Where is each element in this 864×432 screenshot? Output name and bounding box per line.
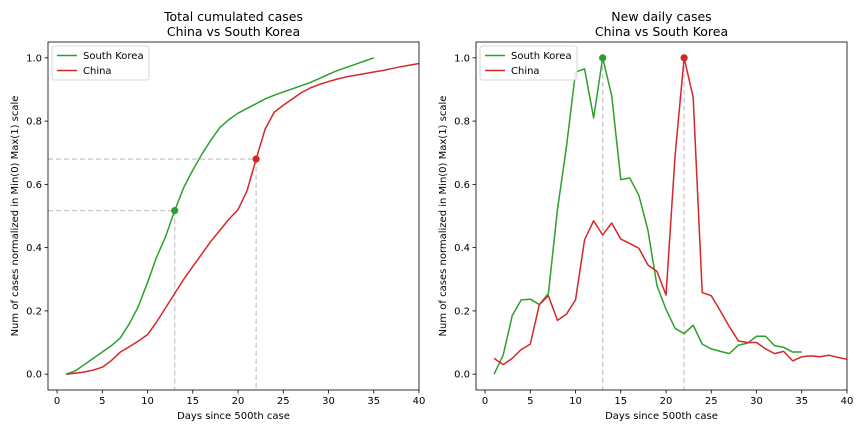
- legend-label: China: [511, 66, 540, 77]
- x-axis-label: Days since 500th case: [177, 411, 290, 422]
- chart-subtitle: China vs South Korea: [167, 24, 300, 39]
- y-axis-label: Num of cases normalized in Min(0) Max(1)…: [10, 96, 21, 337]
- x-axis-label: Days since 500th case: [605, 411, 718, 422]
- y-axis-label: Num of cases normalized in Min(0) Max(1)…: [438, 96, 449, 337]
- y-tick-label: 0.6: [454, 180, 470, 191]
- y-tick-label: 1.0: [26, 53, 42, 64]
- legend-label: South Korea: [511, 51, 572, 62]
- chart-subtitle: China vs South Korea: [595, 24, 728, 39]
- series-line-china: [66, 62, 420, 375]
- x-tick-label: 10: [569, 396, 582, 407]
- legend-label: South Korea: [83, 51, 144, 62]
- legend: South Korea China: [51, 45, 150, 81]
- x-tick-label: 0: [482, 396, 488, 407]
- chart-title: New daily cases: [611, 9, 711, 24]
- x-tick-label: 0: [54, 396, 60, 407]
- legend-label: China: [83, 66, 112, 77]
- legend-box: [479, 45, 578, 81]
- y-tick-label: 0.6: [26, 180, 42, 191]
- y-tick-label: 0.0: [26, 370, 42, 381]
- x-tick-label: 40: [841, 396, 854, 407]
- marker-point-china: [680, 54, 688, 62]
- y-tick-label: 0.4: [454, 243, 470, 254]
- x-tick-label: 5: [527, 396, 533, 407]
- x-tick-label: 20: [660, 396, 673, 407]
- x-tick-label: 30: [750, 396, 763, 407]
- series-line-south-korea: [493, 57, 802, 375]
- series-line-china: [493, 57, 848, 366]
- x-tick-label: 35: [367, 396, 380, 407]
- x-tick-label: 20: [232, 396, 245, 407]
- x-tick-label: 15: [186, 396, 199, 407]
- x-tick-label: 25: [705, 396, 718, 407]
- legend-box: [51, 45, 150, 81]
- marker-point-south-korea: [599, 54, 607, 62]
- y-tick-label: 0.2: [26, 306, 42, 317]
- y-tick-label: 0.2: [454, 306, 470, 317]
- chart-title: Total cumulated cases: [163, 9, 303, 24]
- series-line-south-korea: [65, 57, 375, 375]
- y-tick-label: 1.0: [454, 53, 470, 64]
- y-tick-label: 0.8: [26, 117, 42, 128]
- y-tick-label: 0.4: [26, 243, 42, 254]
- x-tick-label: 40: [413, 396, 426, 407]
- x-tick-label: 25: [277, 396, 290, 407]
- x-tick-label: 15: [614, 396, 627, 407]
- x-tick-label: 30: [322, 396, 335, 407]
- x-tick-label: 35: [795, 396, 808, 407]
- marker-point-south-korea: [171, 207, 179, 215]
- y-tick-label: 0.8: [454, 117, 470, 128]
- marker-point-china: [252, 155, 260, 163]
- legend: South Korea China: [479, 45, 578, 81]
- plot-frame: [475, 41, 848, 391]
- x-tick-label: 5: [99, 396, 105, 407]
- x-tick-label: 10: [141, 396, 154, 407]
- plot-frame: [47, 41, 420, 391]
- y-tick-label: 0.0: [454, 370, 470, 381]
